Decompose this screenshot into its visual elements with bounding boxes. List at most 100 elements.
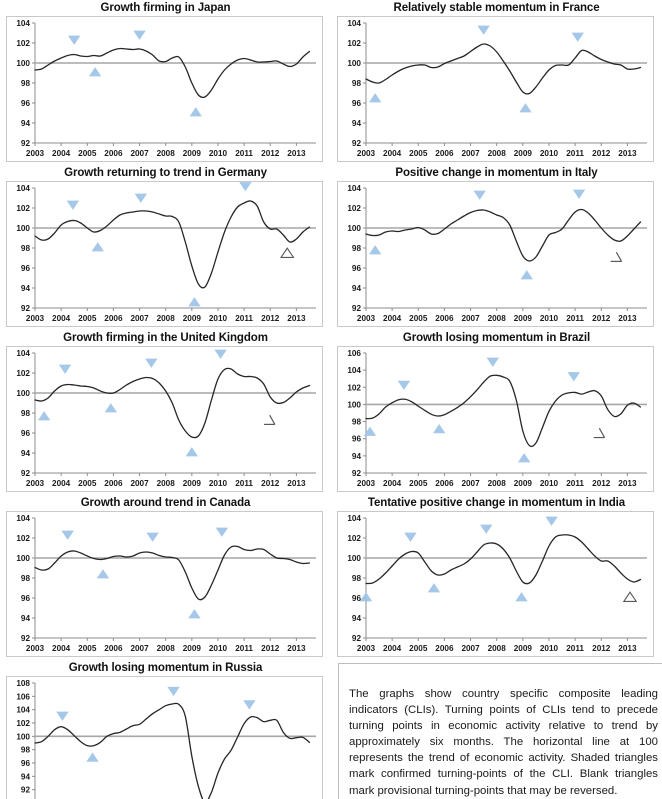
turning-point-shaded-down — [146, 532, 159, 542]
x-tick-label: 2011 — [235, 314, 253, 323]
chart-panel-italy: Positive change in momentum in Italy 92 94… — [331, 165, 662, 330]
x-tick-label: 2005 — [78, 644, 97, 653]
turning-point-shaded-up — [427, 583, 441, 593]
x-tick-label: 2013 — [287, 149, 306, 158]
x-tick-label: 2013 — [618, 149, 637, 158]
x-tick-label: 2005 — [409, 644, 428, 653]
x-tick-label: 2007 — [461, 149, 480, 158]
x-tick-label: 2008 — [488, 479, 507, 488]
plot-area-japan: 92 94 96 98 100 102 104 2003 2004 2005 2006 2007 200… — [6, 16, 323, 162]
plot-area-france: 92 94 96 98 100 102 104 2003 2004 2005 2006 2007 200… — [337, 16, 654, 162]
y-tick-label: 98 — [21, 79, 31, 88]
x-tick-label: 2011 — [566, 479, 584, 488]
turning-point-shaded-up — [104, 403, 118, 413]
y-tick-label: 96 — [21, 594, 31, 603]
chart-title-russia: Growth losing momentum in Russia — [68, 662, 263, 674]
y-tick-label: 102 — [347, 383, 361, 392]
x-tick-label: 2004 — [52, 149, 71, 158]
y-tick-label: 100 — [347, 224, 361, 233]
y-tick-label: 104 — [16, 349, 30, 358]
y-tick-label: 100 — [16, 389, 30, 398]
chart-svg-india: 92 94 96 98 100 102 104 2003 2004 2005 2006 2007 200… — [347, 514, 647, 653]
cli-series-line — [365, 534, 642, 585]
x-tick-label: 2003 — [357, 479, 376, 488]
x-tick-label: 2010 — [209, 479, 228, 488]
y-tick-label: 102 — [16, 39, 30, 48]
turning-point-shaded-down — [567, 372, 581, 382]
x-tick-label: 2011 — [566, 644, 584, 653]
y-tick-label: 96 — [352, 99, 362, 108]
turning-point-shaded-up — [185, 447, 199, 457]
turning-point-blank-partial-up — [264, 414, 276, 425]
x-tick-label: 2003 — [357, 314, 376, 323]
x-tick-label: 2004 — [383, 479, 402, 488]
turning-point-shaded-down — [545, 516, 558, 526]
cli-series-line — [34, 702, 311, 799]
x-tick-label: 2003 — [26, 149, 45, 158]
x-tick-label: 2006 — [435, 149, 454, 158]
y-tick-label: 96 — [352, 594, 362, 603]
x-tick-label: 2012 — [261, 644, 280, 653]
y-tick-label: 104 — [16, 706, 30, 715]
x-tick-label: 2012 — [592, 479, 611, 488]
x-tick-label: 2012 — [592, 644, 611, 653]
y-tick-label: 92 — [352, 139, 362, 148]
y-tick-label: 102 — [347, 534, 361, 543]
x-tick-label: 2011 — [235, 479, 253, 488]
y-tick-label: 92 — [352, 634, 362, 643]
x-tick-label: 2004 — [52, 314, 71, 323]
y-tick-label: 106 — [16, 692, 30, 701]
x-tick-label: 2012 — [261, 314, 280, 323]
x-tick-label: 2006 — [435, 479, 454, 488]
chart-title-india: Tentative positive change in momentum in… — [367, 497, 626, 509]
x-tick-label: 2009 — [514, 644, 533, 653]
y-tick-label: 98 — [352, 418, 362, 427]
y-tick-label: 104 — [347, 514, 361, 523]
plot-area-india: 92 94 96 98 100 102 104 2003 2004 2005 2006 2007 200… — [337, 511, 654, 657]
turning-point-shaded-down — [145, 358, 158, 368]
y-tick-label: 106 — [347, 349, 361, 358]
x-tick-label: 2010 — [540, 644, 559, 653]
x-tick-label: 2008 — [488, 314, 507, 323]
y-tick-label: 96 — [352, 264, 362, 273]
explanatory-note-text: The graphs show country specific composi… — [349, 688, 658, 797]
turning-point-shaded-up — [363, 426, 377, 436]
turning-point-shaded-up — [520, 270, 533, 280]
x-tick-label: 2009 — [514, 479, 533, 488]
turning-point-shaded-down — [571, 32, 584, 42]
chart-panel-brazil: Growth losing momentum in Brazil 92 94 96 98… — [331, 330, 662, 495]
y-tick-label: 96 — [352, 435, 362, 444]
chart-svg-germany: 92 94 96 98 100 102 104 2003 2004 2005 2006 2007 200… — [16, 182, 316, 323]
turning-point-blank-up — [280, 247, 295, 258]
y-tick-label: 102 — [16, 204, 30, 213]
y-tick-label: 96 — [21, 264, 31, 273]
y-tick-label: 100 — [347, 400, 361, 409]
x-tick-label: 2012 — [592, 314, 611, 323]
y-tick-label: 98 — [21, 409, 31, 418]
x-tick-label: 2007 — [130, 149, 149, 158]
turning-point-shaded-up — [91, 242, 104, 252]
y-tick-label: 92 — [352, 304, 362, 313]
turning-point-shaded-up — [37, 411, 51, 421]
turning-point-shaded-down — [56, 711, 69, 721]
x-tick-label: 2009 — [183, 314, 202, 323]
x-tick-label: 2013 — [287, 479, 306, 488]
turning-point-shaded-down — [473, 190, 486, 200]
y-tick-label: 94 — [21, 772, 31, 781]
chart-svg-united-kingdom: 92 94 96 98 100 102 104 2003 2004 2005 2006 2007 200… — [16, 349, 316, 488]
turning-point-shaded-down — [477, 25, 490, 35]
plot-area-canada: 92 94 96 98 100 102 104 2003 2004 2005 2006 2007 200… — [6, 511, 323, 657]
y-tick-label: 104 — [16, 19, 30, 28]
x-tick-label: 2010 — [540, 149, 559, 158]
turning-point-shaded-up — [188, 297, 201, 307]
y-tick-label: 102 — [16, 369, 30, 378]
x-tick-label: 2007 — [461, 479, 480, 488]
x-tick-label: 2006 — [104, 314, 123, 323]
x-tick-label: 2007 — [461, 314, 480, 323]
turning-point-shaded-down — [572, 189, 586, 199]
chart-panel-russia: Growth losing momentum in Russia90929496… — [0, 660, 331, 799]
turning-point-shaded-down — [58, 364, 72, 374]
y-tick-label: 98 — [352, 244, 362, 253]
x-tick-label: 2004 — [383, 314, 402, 323]
